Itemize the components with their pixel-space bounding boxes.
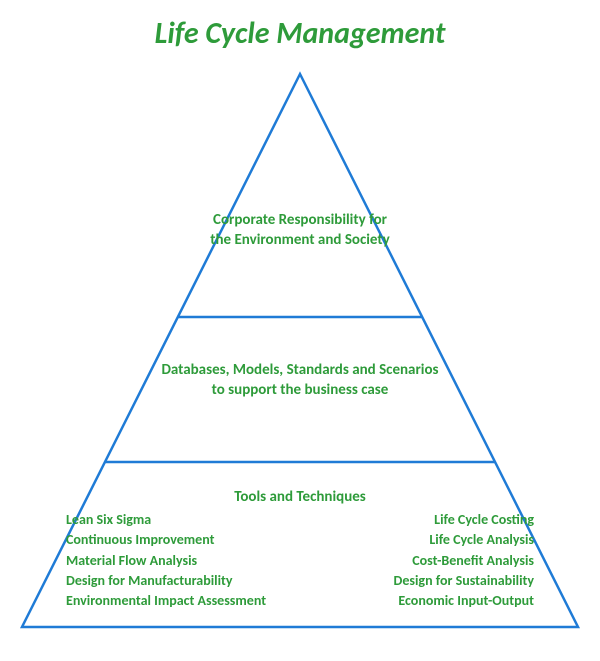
tools-left-column: Lean Six Sigma Continuous Improvement Ma… [40,510,266,611]
tool-item: Cost-Benefit Analysis [394,551,534,571]
tool-item: Continuous Improvement [66,530,266,550]
tier-bottom-heading: Tools and Techniques [150,487,450,507]
tool-item: Lean Six Sigma [66,510,266,530]
tool-item: Design for Manufacturability [66,571,266,591]
tool-item: Life Cycle Analysis [394,530,534,550]
tools-right-column: Life Cycle Costing Life Cycle Analysis C… [394,510,560,611]
tier-top-text: Corporate Responsibility for the Environ… [210,210,390,251]
tool-item: Life Cycle Costing [394,510,534,530]
diagram-title: Life Cycle Management [0,0,600,62]
tool-item: Environmental Impact Assessment [66,591,266,611]
tool-item: Economic Input-Output [394,591,534,611]
tier-middle-text: Databases, Models, Standards and Scenari… [160,360,440,401]
tier-bottom-columns: Lean Six Sigma Continuous Improvement Ma… [40,510,560,611]
tool-item: Design for Sustainability [394,571,534,591]
tool-item: Material Flow Analysis [66,551,266,571]
pyramid-diagram: Corporate Responsibility for the Environ… [0,62,600,642]
